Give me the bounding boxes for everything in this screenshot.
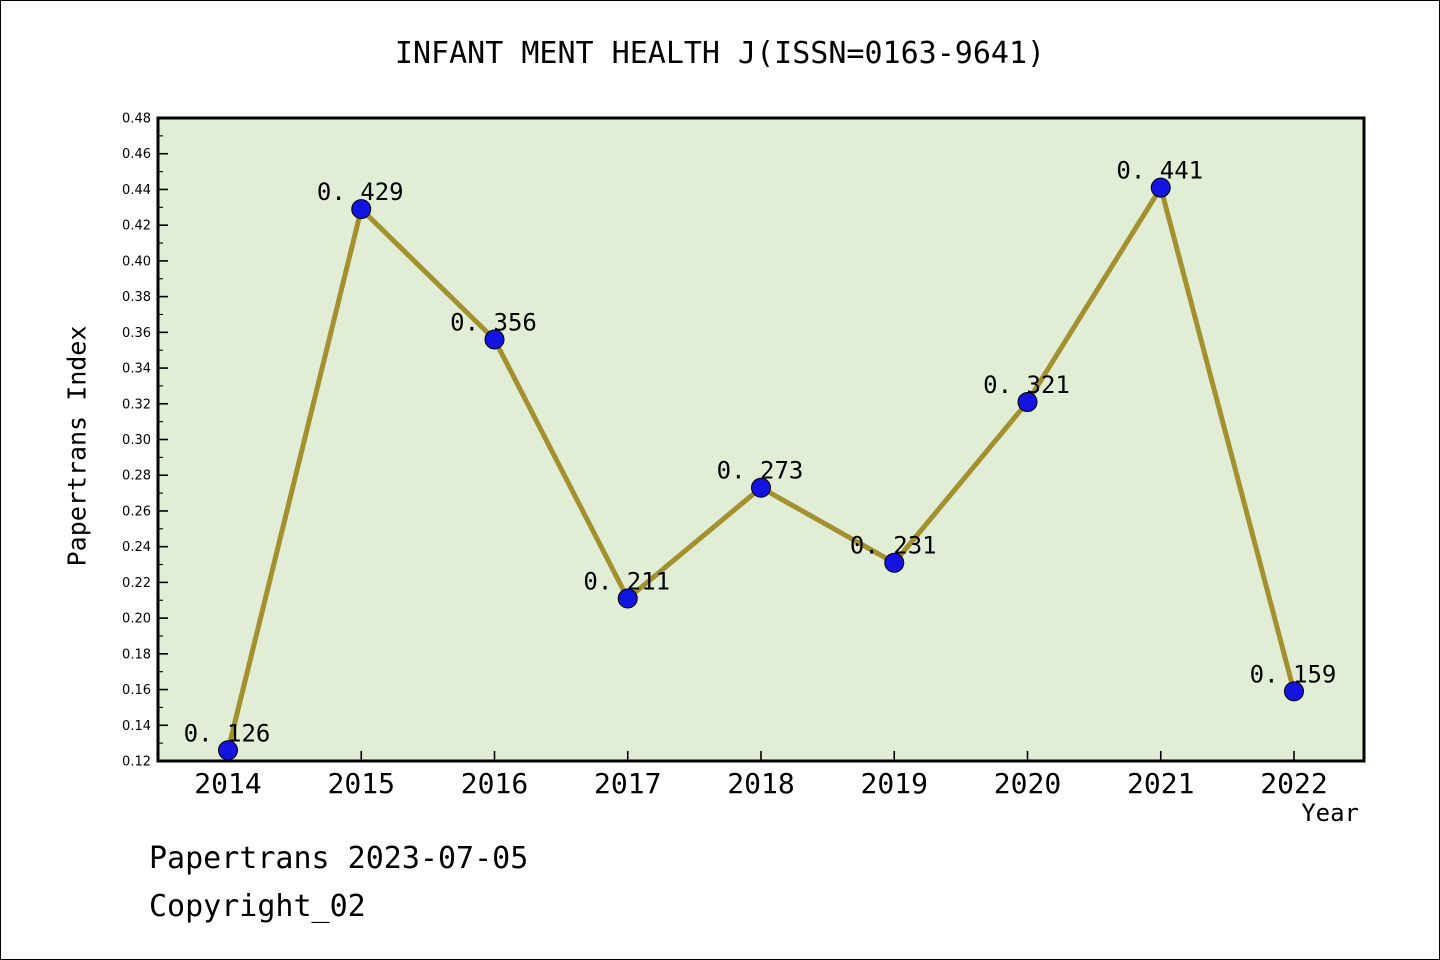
y-tick-label: 0.18: [122, 647, 151, 662]
y-tick-label: 0.44: [122, 183, 151, 198]
x-tick-label: 2021: [1127, 767, 1194, 800]
data-point: [1284, 681, 1304, 702]
plot-area: [158, 118, 1364, 761]
x-axis-title: Year: [1301, 799, 1359, 827]
data-point: [751, 477, 771, 498]
y-tick-label: 0.24: [122, 540, 151, 555]
data-point-label: 0. 159: [1250, 660, 1337, 688]
y-tick-label: 0.16: [122, 683, 151, 698]
data-point-label: 0. 273: [717, 457, 804, 485]
footer-copyright-text: Copyright_02: [149, 889, 366, 924]
y-tick-label: 0.26: [122, 504, 151, 519]
y-tick-label: 0.46: [122, 147, 151, 162]
data-point: [617, 588, 638, 609]
data-point: [351, 199, 372, 220]
y-tick-label: 0.28: [122, 469, 151, 484]
data-point-label: 0. 211: [583, 567, 670, 595]
y-tick-label: 0.20: [122, 612, 151, 627]
plot-frame: [156, 116, 1366, 763]
x-tick-label: 2022: [1260, 767, 1327, 800]
y-tick-label: 0.30: [122, 433, 151, 448]
y-tick-label: 0.32: [122, 397, 151, 412]
y-tick-label: 0.14: [122, 719, 151, 734]
x-tick-label: 2016: [461, 767, 528, 800]
y-tick-label: 0.36: [122, 326, 151, 341]
x-tick-label: 2020: [994, 767, 1061, 800]
data-point: [1150, 177, 1171, 198]
x-tick-label: 2014: [194, 767, 261, 800]
data-point: [884, 552, 905, 573]
y-tick-label: 0.48: [122, 112, 151, 127]
chart-title: INFANT MENT HEALTH J(ISSN=0163-9641): [394, 36, 1046, 71]
x-tick-label: 2019: [861, 767, 928, 800]
y-tick-label: 0.34: [122, 362, 151, 377]
y-tick-label: 0.42: [122, 219, 151, 234]
data-point-label: 0. 441: [1116, 157, 1203, 185]
data-point-label: 0. 126: [184, 719, 271, 747]
data-point: [484, 329, 505, 350]
y-tick-label: 0.38: [122, 290, 151, 305]
data-point-label: 0. 429: [317, 178, 404, 206]
x-tick-label: 2017: [594, 767, 661, 800]
data-point-label: 0. 356: [450, 308, 537, 336]
x-tick-label: 2015: [328, 767, 395, 800]
footer-source-text: Papertrans 2023-07-05: [149, 841, 529, 876]
x-tick-label: 2018: [727, 767, 794, 800]
y-tick-label: 0.40: [122, 254, 151, 269]
data-point: [1017, 391, 1038, 412]
data-point-label: 0. 231: [850, 532, 937, 560]
y-tick-label: 0.12: [122, 755, 151, 770]
data-point-label: 0. 321: [983, 371, 1070, 399]
y-tick-label: 0.22: [122, 576, 151, 591]
